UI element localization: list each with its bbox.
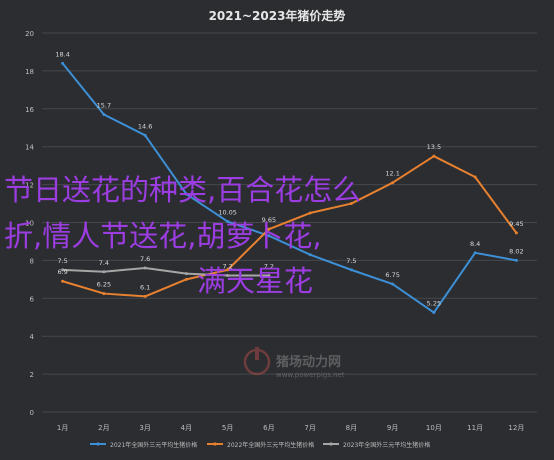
data-label: 7.2 bbox=[264, 263, 274, 271]
y-tick-label: 4 bbox=[30, 333, 35, 341]
legend-label: 2021年全国外三元平均生猪价格 bbox=[110, 441, 197, 449]
data-point bbox=[226, 220, 230, 224]
legend-label: 2022年全国外三元平均生猪价格 bbox=[227, 441, 314, 449]
data-point bbox=[102, 112, 106, 116]
data-point bbox=[102, 292, 106, 296]
overlay-line-2: 折,情人节送花,胡萝卜花, bbox=[4, 219, 322, 253]
x-tick-label: 11月 bbox=[467, 424, 483, 432]
overlay-text: 节日送花的种类,百合花怎么 折,情人节送花,胡萝卜花, 满天星花 bbox=[4, 173, 361, 298]
data-label: 8.4 bbox=[470, 240, 480, 248]
data-label: 6.75 bbox=[385, 271, 399, 279]
data-point bbox=[61, 61, 65, 65]
watermark-url: www.powerpigs.net bbox=[276, 371, 345, 379]
data-label: 6.1 bbox=[140, 283, 150, 291]
data-labels: 18.4 15.7 14.6 10.05 7.5 6.75 5.25 8.4 8.02 6.9 6.… bbox=[55, 50, 523, 307]
overlay-line-1: 节日送花的种类,百合花怎么 bbox=[4, 173, 361, 207]
x-tick-label: 5月 bbox=[222, 424, 233, 432]
data-label: 14.6 bbox=[138, 122, 152, 130]
y-tick-label: 10 bbox=[25, 220, 34, 228]
x-tick-label: 3月 bbox=[139, 424, 150, 432]
data-label: 7.5 bbox=[57, 257, 67, 265]
y-tick-label: 16 bbox=[25, 106, 34, 114]
x-tick-label: 1月 bbox=[57, 424, 68, 432]
data-label: 9.65 bbox=[262, 216, 276, 224]
watermark-logo: 猪场动力网 www.powerpigs.net bbox=[243, 347, 345, 379]
data-point bbox=[514, 258, 518, 262]
chart-title: 2021~2023年猪价走势 bbox=[209, 8, 346, 23]
data-point bbox=[184, 277, 188, 281]
y-tick-label: 18 bbox=[25, 68, 34, 76]
x-tick-label: 8月 bbox=[346, 424, 357, 432]
overlay-line-3: 满天星花 bbox=[197, 264, 313, 298]
y-tick-label: 0 bbox=[30, 409, 34, 417]
series-line-2 bbox=[62, 266, 269, 277]
y-tick-label: 12 bbox=[25, 182, 34, 190]
y-tick-label: 2 bbox=[30, 371, 34, 379]
data-label: 7.4 bbox=[99, 259, 109, 267]
data-label: 8.02 bbox=[509, 247, 523, 255]
data-point bbox=[473, 175, 477, 179]
data-point bbox=[102, 270, 106, 274]
y-tick-label: 14 bbox=[25, 144, 34, 152]
data-point bbox=[473, 251, 477, 255]
data-point bbox=[61, 268, 65, 272]
power-icon bbox=[243, 348, 271, 376]
data-point bbox=[391, 282, 395, 286]
data-point bbox=[143, 133, 147, 137]
data-label: 7.6 bbox=[140, 255, 150, 263]
data-point bbox=[143, 294, 147, 298]
data-point bbox=[514, 231, 518, 235]
x-tick-label: 7月 bbox=[304, 424, 315, 432]
data-point bbox=[226, 274, 230, 278]
data-label: 18.4 bbox=[55, 50, 69, 58]
x-tick-label: 9月 bbox=[387, 424, 398, 432]
data-label: 15.7 bbox=[97, 101, 111, 109]
data-point bbox=[226, 268, 230, 272]
data-point bbox=[432, 154, 436, 158]
x-tick-label: 6月 bbox=[263, 424, 274, 432]
legend-label: 2023年全国外三元平均生猪价格 bbox=[343, 441, 430, 449]
data-label: 5.25 bbox=[427, 300, 441, 308]
data-point bbox=[349, 202, 353, 206]
data-label: 13.5 bbox=[427, 143, 441, 151]
legend: 2021年全国外三元平均生猪价格 2022年全国外三元平均生猪价格 2023年全国外… bbox=[90, 441, 430, 449]
series-lines bbox=[61, 61, 518, 315]
data-label: 7.5 bbox=[346, 257, 356, 265]
data-point bbox=[61, 279, 65, 283]
y-tick-label: 8 bbox=[30, 257, 34, 265]
data-point bbox=[267, 234, 271, 238]
data-point bbox=[308, 211, 312, 215]
x-axis-tick-labels: 1月 2月 3月 4月 5月 6月 7月 8月 9月 10月 11月 12月 bbox=[57, 424, 524, 432]
y-tick-label: 20 bbox=[25, 30, 34, 38]
data-point bbox=[432, 311, 436, 315]
data-label: 6.25 bbox=[97, 281, 111, 289]
y-tick-label: 6 bbox=[30, 295, 35, 303]
data-point bbox=[184, 272, 188, 276]
data-point bbox=[267, 274, 271, 278]
data-label: 10.05 bbox=[218, 209, 237, 217]
data-point bbox=[349, 268, 353, 272]
data-point bbox=[308, 253, 312, 257]
series-line-0 bbox=[61, 62, 517, 314]
data-point bbox=[391, 181, 395, 185]
data-label: 6.9 bbox=[57, 268, 67, 276]
data-label: 7.2 bbox=[222, 263, 232, 271]
x-tick-label: 2月 bbox=[98, 424, 109, 432]
data-label: 9.45 bbox=[509, 220, 523, 228]
data-point bbox=[184, 192, 188, 196]
data-point bbox=[143, 266, 147, 270]
gridlines bbox=[42, 32, 537, 413]
watermark-name: 猪场动力网 bbox=[275, 354, 341, 370]
data-point bbox=[267, 227, 271, 231]
x-tick-label: 4月 bbox=[181, 424, 192, 432]
x-tick-label: 10月 bbox=[426, 424, 442, 432]
x-tick-label: 12月 bbox=[508, 424, 524, 432]
data-label: 12.1 bbox=[385, 170, 399, 178]
y-axis-tick-labels: 0 2 4 6 8 10 12 14 16 18 20 bbox=[25, 30, 34, 417]
series-line-1 bbox=[62, 155, 518, 298]
